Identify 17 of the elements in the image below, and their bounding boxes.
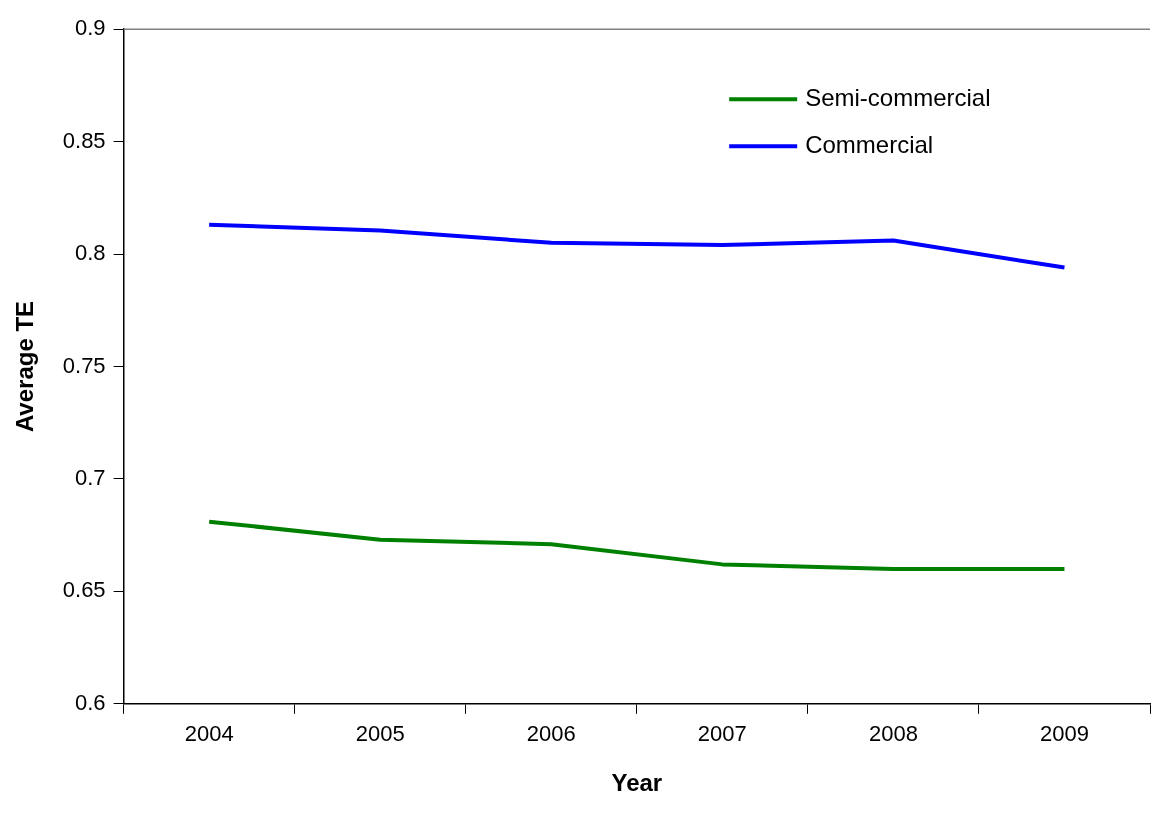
y-tick-label: 0.75 — [62, 352, 106, 378]
x-tick-label: 2009 — [1039, 721, 1089, 747]
y-tick-label: 0.8 — [75, 240, 106, 266]
x-tick-label: 2004 — [184, 721, 234, 747]
x-tick-label: 2007 — [697, 721, 747, 747]
y-tick-label: 0.6 — [75, 689, 106, 715]
x-tick-label: 2008 — [868, 721, 918, 747]
y-tick-label: 0.9 — [75, 15, 106, 41]
y-tick-label: 0.85 — [62, 127, 106, 153]
x-tick-label: 2005 — [355, 721, 405, 747]
y-axis-title: Average TE — [11, 300, 39, 433]
legend-label: Semi-commercial — [805, 83, 991, 111]
x-axis-title: Year — [611, 769, 663, 797]
y-tick-label: 0.7 — [75, 465, 106, 490]
x-tick-label: 2006 — [526, 721, 576, 747]
legend-label: Commercial — [805, 130, 934, 158]
y-tick-label: 0.65 — [62, 577, 106, 603]
